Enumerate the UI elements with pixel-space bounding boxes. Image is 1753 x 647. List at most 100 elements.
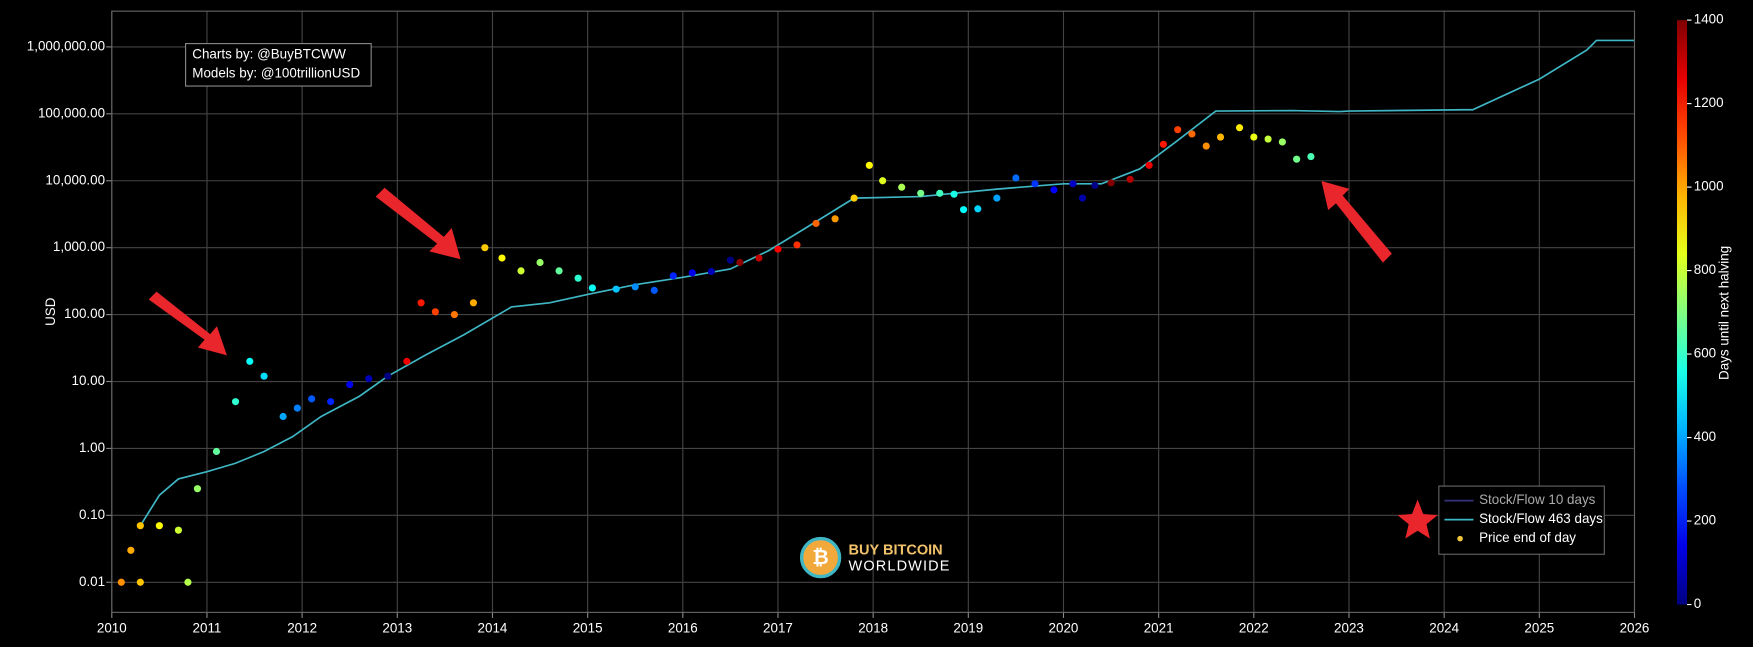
price-point xyxy=(1278,138,1286,146)
price-point xyxy=(431,308,439,316)
legend-label: Price end of day xyxy=(1479,530,1576,545)
x-tick-label: 2025 xyxy=(1524,621,1554,636)
price-point xyxy=(260,372,268,380)
colorbar-tick-label: 600 xyxy=(1694,346,1716,361)
arrows xyxy=(148,181,1438,539)
y-tick-label: 10.00 xyxy=(72,373,106,388)
logo-glyph: ₿ xyxy=(812,547,828,569)
price-point xyxy=(536,258,544,267)
price-point xyxy=(688,269,696,277)
price-point xyxy=(308,395,316,403)
price-point xyxy=(1107,179,1115,187)
price-point xyxy=(1126,175,1134,183)
y-tick-label: 100,000.00 xyxy=(38,105,105,120)
price-point xyxy=(231,398,240,406)
price-point xyxy=(212,447,221,456)
x-tick-label: 2016 xyxy=(668,621,698,636)
price-point xyxy=(1202,142,1210,150)
price-point xyxy=(1091,181,1099,190)
x-tick-label: 2021 xyxy=(1144,621,1174,636)
price-point xyxy=(136,522,144,530)
price-point xyxy=(365,375,373,383)
price-point xyxy=(812,219,820,228)
legend-items: Stock/Flow 10 days Stock/Flow 463 days Pri… xyxy=(1444,492,1603,545)
y-tick-label: 0.10 xyxy=(79,507,105,522)
x-tick-label: 2023 xyxy=(1334,621,1364,636)
price-point xyxy=(1159,140,1167,148)
colorbar xyxy=(1676,20,1688,605)
x-tick-label: 2014 xyxy=(478,621,508,636)
price-point xyxy=(917,189,925,197)
price-point xyxy=(1264,135,1272,143)
price-point xyxy=(246,357,254,365)
colorbar-tick-label: 1000 xyxy=(1694,179,1724,194)
legend-label: Stock/Flow 463 days xyxy=(1479,511,1603,526)
price-point xyxy=(707,267,715,276)
price-point xyxy=(403,357,411,365)
price-point xyxy=(736,258,744,267)
logo: ₿ BUY BITCOIN WORLDWIDE xyxy=(799,536,951,579)
plot-area xyxy=(117,39,1635,586)
price-point xyxy=(498,254,506,262)
logo-icon xyxy=(799,536,842,579)
price-point xyxy=(831,215,839,223)
price-point xyxy=(384,372,392,380)
y-axis-label: USD xyxy=(43,297,58,326)
x-tick-label: 2020 xyxy=(1049,621,1079,636)
arrow xyxy=(1321,181,1392,263)
y-tick-label: 1.00 xyxy=(79,440,105,455)
price-point xyxy=(950,190,958,198)
logo-text: WORLDWIDE xyxy=(849,558,951,574)
x-tick-label: 2012 xyxy=(287,621,317,636)
price-point xyxy=(650,286,658,294)
price-point xyxy=(1078,194,1087,202)
y-tick-label: 1,000.00 xyxy=(53,239,105,254)
x-tick-label: 2024 xyxy=(1429,621,1459,636)
price-point xyxy=(1293,155,1301,163)
price-point xyxy=(726,256,734,264)
x-tick-label: 2013 xyxy=(382,621,412,636)
price-point xyxy=(993,194,1001,202)
price-point xyxy=(279,412,287,421)
x-tick-label: 2019 xyxy=(953,621,983,636)
price-point xyxy=(1216,133,1225,141)
price-point xyxy=(1012,174,1020,182)
price-point xyxy=(136,578,144,586)
price-point xyxy=(879,177,887,185)
price-point xyxy=(1069,180,1077,188)
x-tick-label: 2026 xyxy=(1620,621,1650,636)
star xyxy=(1397,499,1438,539)
x-tick-label: 2011 xyxy=(193,621,222,636)
colorbar-tick-label: 1400 xyxy=(1694,12,1724,27)
price-point xyxy=(193,485,202,493)
price-point xyxy=(327,398,335,406)
price-point xyxy=(293,404,301,412)
price-point xyxy=(481,244,489,252)
arrow xyxy=(375,187,461,260)
price-point xyxy=(1250,133,1258,141)
colorbar-tick-label: 1200 xyxy=(1694,95,1724,110)
credit: Charts by: @BuyBTCWW xyxy=(192,46,346,61)
price-point xyxy=(1235,124,1244,132)
colorbar-tick-label: 800 xyxy=(1694,262,1716,277)
price-point xyxy=(155,522,163,530)
colorbar-tick-label: 0 xyxy=(1694,596,1701,611)
price-point xyxy=(793,241,801,249)
price-point xyxy=(1050,186,1058,194)
price-point xyxy=(755,254,763,262)
price-point xyxy=(1145,161,1153,169)
price-point xyxy=(865,161,873,169)
y-tick-label: 1,000,000.00 xyxy=(27,38,105,53)
price-point xyxy=(127,546,135,554)
y-tick-label: 0.01 xyxy=(79,574,105,589)
price-point xyxy=(631,283,639,291)
price-point xyxy=(469,299,478,307)
y-tick-label: 100.00 xyxy=(64,306,105,321)
price-point xyxy=(774,245,782,253)
legend-label: Stock/Flow 10 days xyxy=(1479,492,1596,507)
colorbar-axis: 0 200 400 600 800 1000 1200 1400 Days until next… xyxy=(1687,12,1732,611)
price-point xyxy=(850,194,858,202)
colorbar-tick-label: 200 xyxy=(1694,513,1716,528)
price-point xyxy=(588,284,596,292)
